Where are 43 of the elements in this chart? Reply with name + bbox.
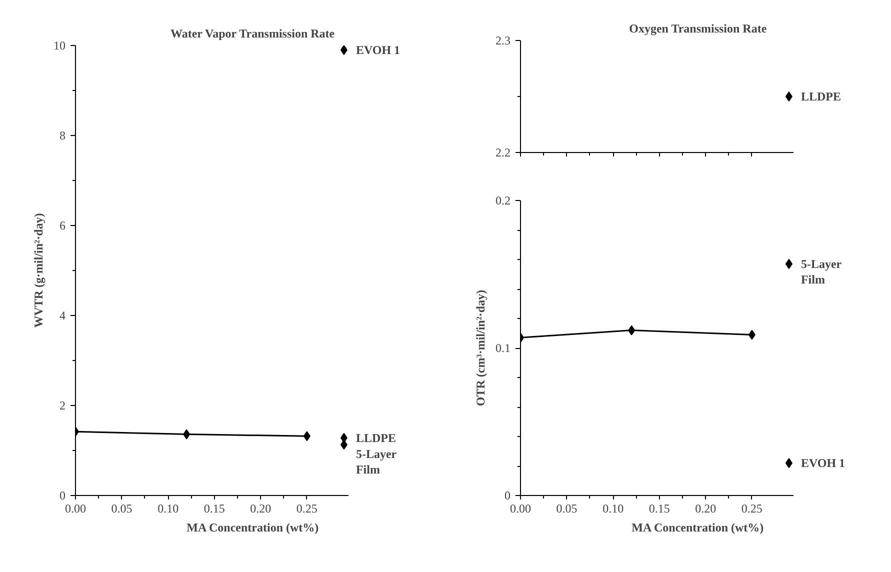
y-axis-title: OTR (cm³·mil/in²·day) bbox=[474, 290, 488, 406]
y-tick-label: 4 bbox=[60, 308, 66, 322]
y-axis-title: WVTR (g·mil/in²·day) bbox=[32, 213, 46, 328]
x-tick-label: 0.00 bbox=[510, 502, 531, 516]
x-tick-label: 0.05 bbox=[556, 502, 578, 516]
y-tick-label: 10 bbox=[54, 38, 66, 52]
x-tick-label: 0.15 bbox=[204, 502, 225, 516]
point bbox=[785, 458, 792, 468]
y-tick-label: 0.2 bbox=[496, 194, 510, 208]
x-tick-label: 0.10 bbox=[158, 502, 179, 516]
x-tick-label: 0.20 bbox=[250, 502, 272, 516]
x-tick-label: 0.25 bbox=[741, 502, 762, 516]
point bbox=[340, 440, 348, 450]
point bbox=[785, 258, 792, 269]
y-tick-label: 2.2 bbox=[496, 146, 510, 160]
y-tick-label: 0 bbox=[60, 488, 66, 502]
y-tick-label: 6 bbox=[60, 218, 66, 232]
point bbox=[628, 325, 636, 336]
series-label: EVOH 1 bbox=[356, 43, 400, 57]
series-label: 5-Layer Film bbox=[800, 256, 842, 286]
chart-title: Water Vapor Transmission Rate bbox=[170, 26, 336, 40]
y-tick-label: 0.1 bbox=[496, 341, 510, 355]
series-label: LLDPE bbox=[800, 90, 841, 104]
x-tick-label: 0.25 bbox=[296, 502, 318, 516]
y-tick-label: 0 bbox=[504, 488, 510, 502]
x-tick-label: 0.00 bbox=[65, 502, 86, 516]
x-axis-title: MA Concentration (wt%) bbox=[186, 520, 319, 534]
x-tick-label: 0.20 bbox=[695, 502, 716, 516]
x-axis-title: MA Concentration (wt%) bbox=[632, 520, 764, 534]
series-label: EVOH 1 bbox=[800, 456, 846, 470]
y-tick-label: 8 bbox=[60, 128, 66, 142]
point bbox=[303, 431, 310, 442]
chart-title: Oxygen Transmission Rate bbox=[629, 22, 768, 36]
y-tick-label: 2 bbox=[60, 398, 66, 412]
series-label: 5-Layer Film bbox=[356, 446, 398, 476]
point bbox=[183, 429, 190, 440]
x-tick-label: 0.15 bbox=[648, 502, 670, 516]
point bbox=[340, 46, 348, 55]
x-tick-label: 0.05 bbox=[111, 502, 132, 516]
x-tick-label: 0.10 bbox=[602, 502, 624, 516]
point bbox=[748, 330, 756, 340]
series-label: LLDPE bbox=[356, 430, 396, 445]
y-tick-label: 2.3 bbox=[496, 34, 510, 48]
